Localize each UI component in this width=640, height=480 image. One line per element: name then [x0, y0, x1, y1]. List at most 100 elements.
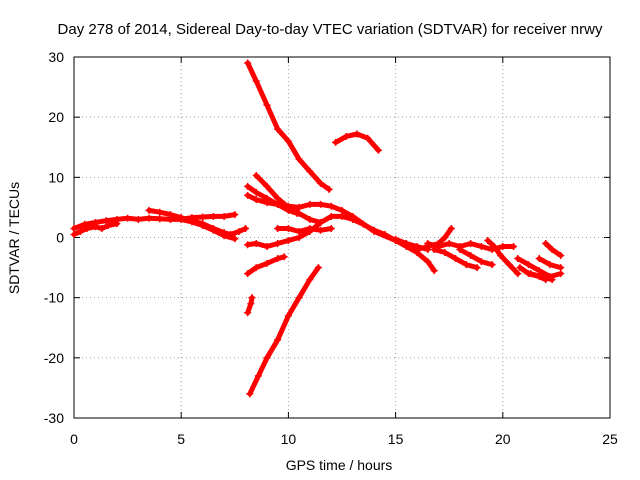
data-point	[295, 209, 303, 217]
data-point	[177, 215, 185, 223]
data-point	[252, 240, 260, 248]
data-point	[231, 235, 239, 243]
data-point	[284, 312, 292, 320]
data-point	[284, 237, 292, 245]
data-point	[246, 390, 254, 398]
x-tick-label: 15	[388, 431, 404, 447]
data-point	[244, 59, 252, 67]
data-point	[76, 227, 84, 235]
series-track-24	[542, 240, 565, 260]
grid	[74, 57, 610, 418]
data-point	[81, 220, 89, 228]
data-point	[441, 249, 449, 257]
data-point	[295, 234, 303, 241]
data-point	[263, 101, 271, 109]
data-point	[542, 276, 550, 284]
data-point	[338, 206, 346, 214]
series-track-4	[177, 215, 239, 243]
data-point	[353, 130, 361, 138]
data-point	[402, 240, 410, 248]
data-point	[314, 264, 322, 272]
data-point	[546, 261, 554, 269]
y-tick-label: -20	[44, 350, 64, 366]
data-point	[364, 134, 372, 142]
data-point	[209, 212, 217, 220]
y-tick-label: 10	[48, 169, 64, 185]
y-tick-label: -30	[44, 410, 64, 426]
data-point	[220, 212, 228, 220]
data-point	[156, 208, 164, 216]
data-point	[254, 372, 262, 380]
data-point	[252, 172, 260, 180]
data-point	[244, 191, 252, 199]
data-point	[342, 132, 350, 140]
data-point	[306, 215, 314, 223]
data-point	[477, 258, 485, 266]
data-point	[263, 199, 271, 207]
data-point	[252, 264, 260, 272]
x-tick-label: 0	[70, 431, 78, 447]
data-point	[467, 252, 475, 260]
data-point	[452, 255, 460, 263]
data-point	[392, 235, 400, 243]
x-axis-label: GPS time / hours	[286, 457, 393, 473]
data-point	[247, 300, 255, 308]
data-point	[209, 226, 217, 234]
data-point	[542, 240, 550, 248]
data-point	[430, 246, 438, 254]
data-point	[424, 258, 432, 266]
data-point	[199, 221, 207, 229]
data-point	[263, 182, 271, 190]
data-point	[134, 215, 142, 223]
data-point	[467, 240, 475, 248]
data-point	[462, 261, 470, 269]
data-point	[497, 252, 505, 260]
data-point	[317, 226, 325, 234]
data-point	[473, 264, 481, 272]
data-point	[248, 294, 256, 302]
series-track-23	[516, 264, 550, 284]
data-point	[235, 227, 243, 235]
data-point	[252, 196, 260, 204]
series-track-11	[274, 224, 335, 235]
x-tick-label: 10	[281, 431, 297, 447]
data-point	[274, 224, 282, 232]
y-tick-label: 20	[48, 109, 64, 125]
series-line	[517, 265, 549, 283]
data-point	[327, 212, 335, 220]
data-point	[488, 261, 496, 269]
data-point	[306, 200, 314, 208]
series-track-2	[70, 220, 121, 238]
data-point	[274, 255, 282, 263]
data-point	[525, 261, 533, 269]
data-point	[516, 264, 524, 272]
data-point	[514, 270, 522, 278]
series-track-17	[424, 240, 518, 254]
series-track-9	[332, 130, 382, 154]
series-track-16	[392, 224, 455, 254]
data-point	[284, 203, 292, 211]
data-point	[374, 146, 382, 154]
data-point	[535, 273, 543, 281]
data-point	[252, 77, 260, 85]
data-point	[484, 237, 492, 245]
data-point	[244, 241, 252, 249]
data-point	[510, 243, 518, 251]
data-point	[274, 125, 282, 133]
series-line	[350, 213, 437, 274]
data-point	[413, 246, 421, 254]
data-point	[557, 270, 565, 278]
series-track-13	[244, 294, 256, 317]
data-point	[263, 354, 271, 362]
data-point	[456, 246, 464, 254]
x-tick-label: 20	[495, 431, 511, 447]
data-point	[242, 224, 250, 232]
data-point	[70, 224, 78, 232]
data-point	[145, 206, 153, 214]
y-tick-label: 0	[56, 230, 64, 246]
data-point	[295, 294, 303, 302]
data-point	[70, 230, 78, 238]
data-point	[274, 200, 282, 208]
data-point	[557, 264, 565, 272]
